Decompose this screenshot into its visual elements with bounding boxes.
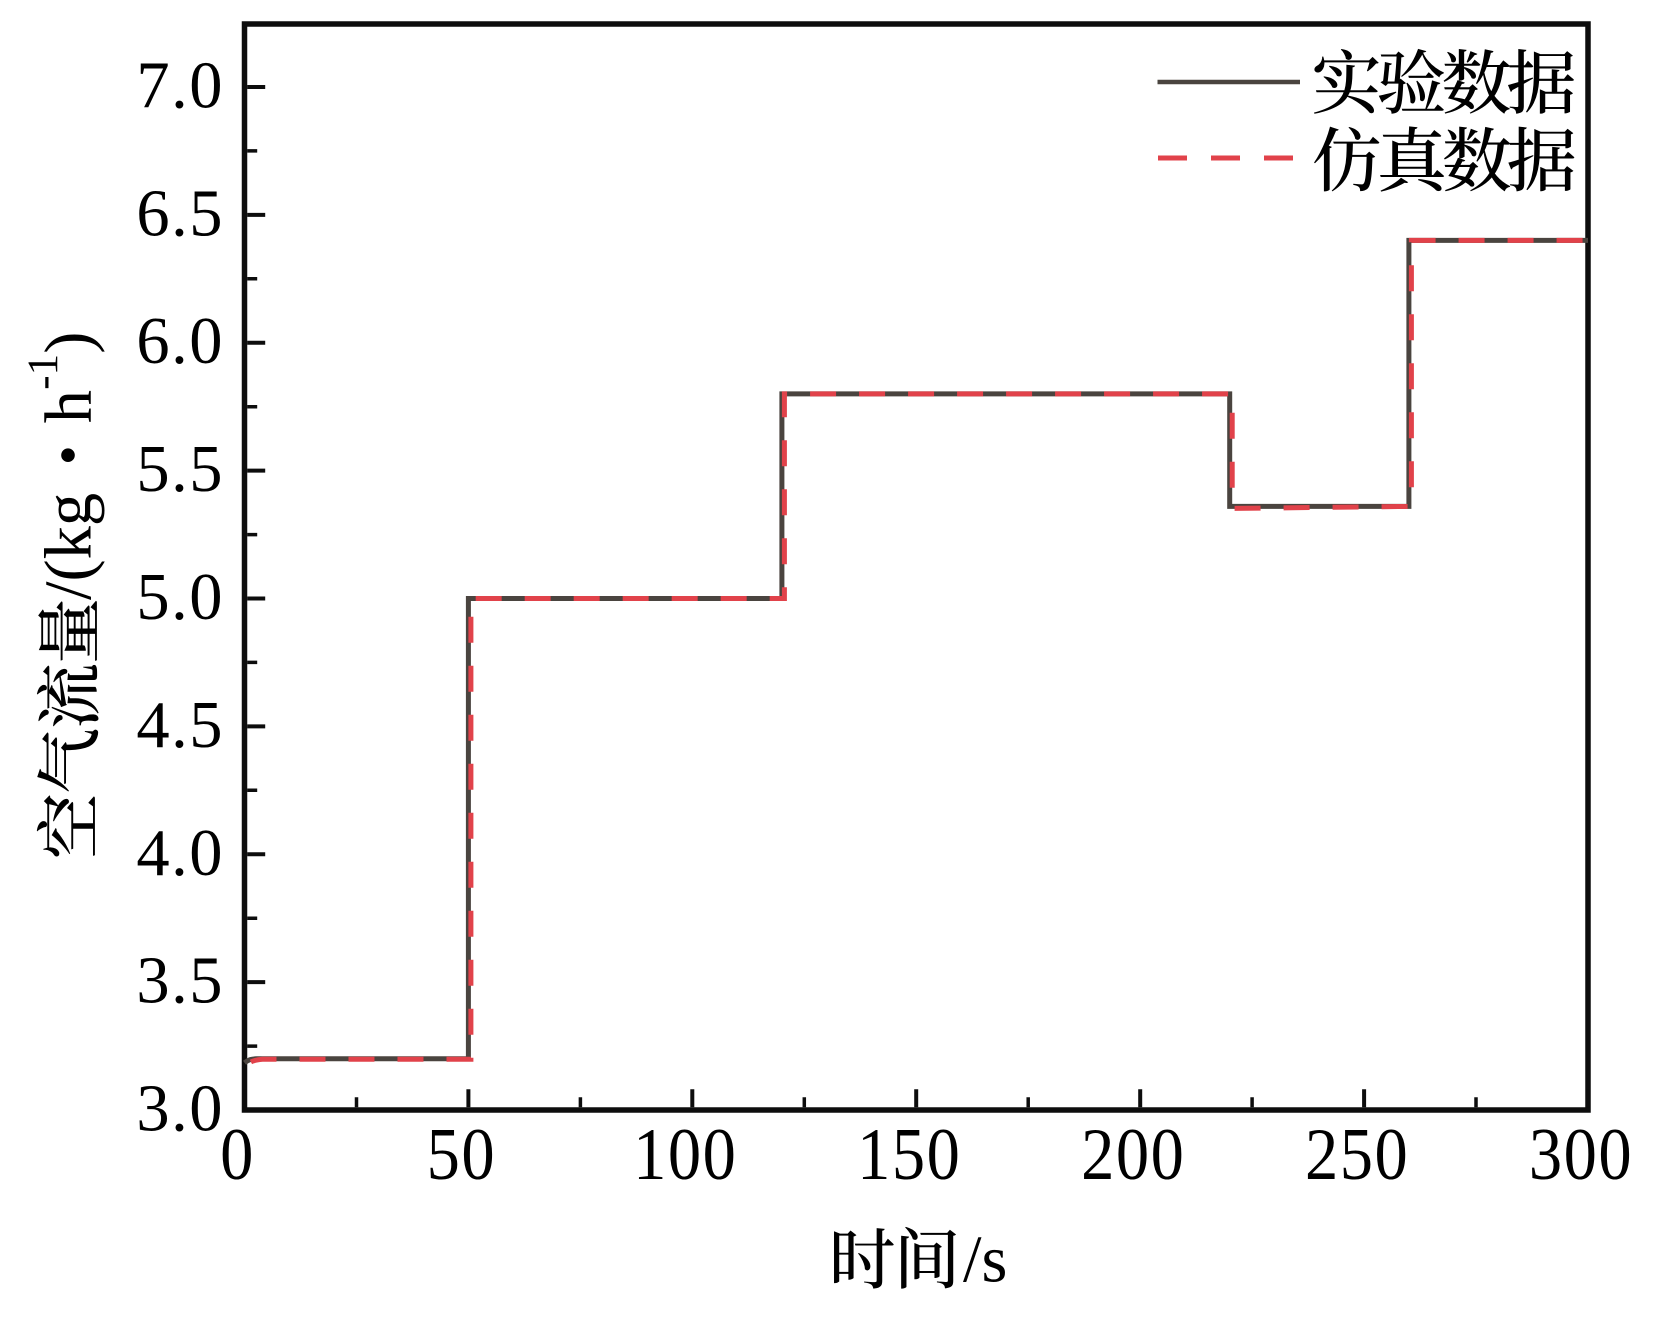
svg-text:3.0: 3.0	[136, 1073, 224, 1146]
svg-text:h: h	[33, 390, 106, 423]
svg-text:5.0: 5.0	[136, 561, 224, 634]
svg-text:/(kg: /(kg	[33, 493, 106, 600]
svg-text:6.5: 6.5	[136, 177, 224, 250]
svg-text:200: 200	[1081, 1114, 1185, 1196]
svg-text:6.0: 6.0	[136, 305, 224, 378]
svg-text:100: 100	[633, 1114, 737, 1196]
svg-text:): )	[33, 332, 106, 354]
svg-text:7.0: 7.0	[136, 50, 224, 123]
svg-text:250: 250	[1305, 1114, 1409, 1196]
svg-text:3.5: 3.5	[136, 945, 224, 1018]
svg-text:4.5: 4.5	[136, 689, 224, 762]
svg-text:-1: -1	[20, 354, 67, 390]
svg-text:150: 150	[857, 1114, 961, 1196]
svg-text:/s: /s	[963, 1224, 1007, 1297]
svg-text:0: 0	[220, 1114, 255, 1196]
svg-text:300: 300	[1529, 1114, 1633, 1196]
svg-text:5.5: 5.5	[136, 433, 224, 506]
svg-text:50: 50	[427, 1114, 496, 1196]
svg-text:4.0: 4.0	[136, 817, 224, 890]
